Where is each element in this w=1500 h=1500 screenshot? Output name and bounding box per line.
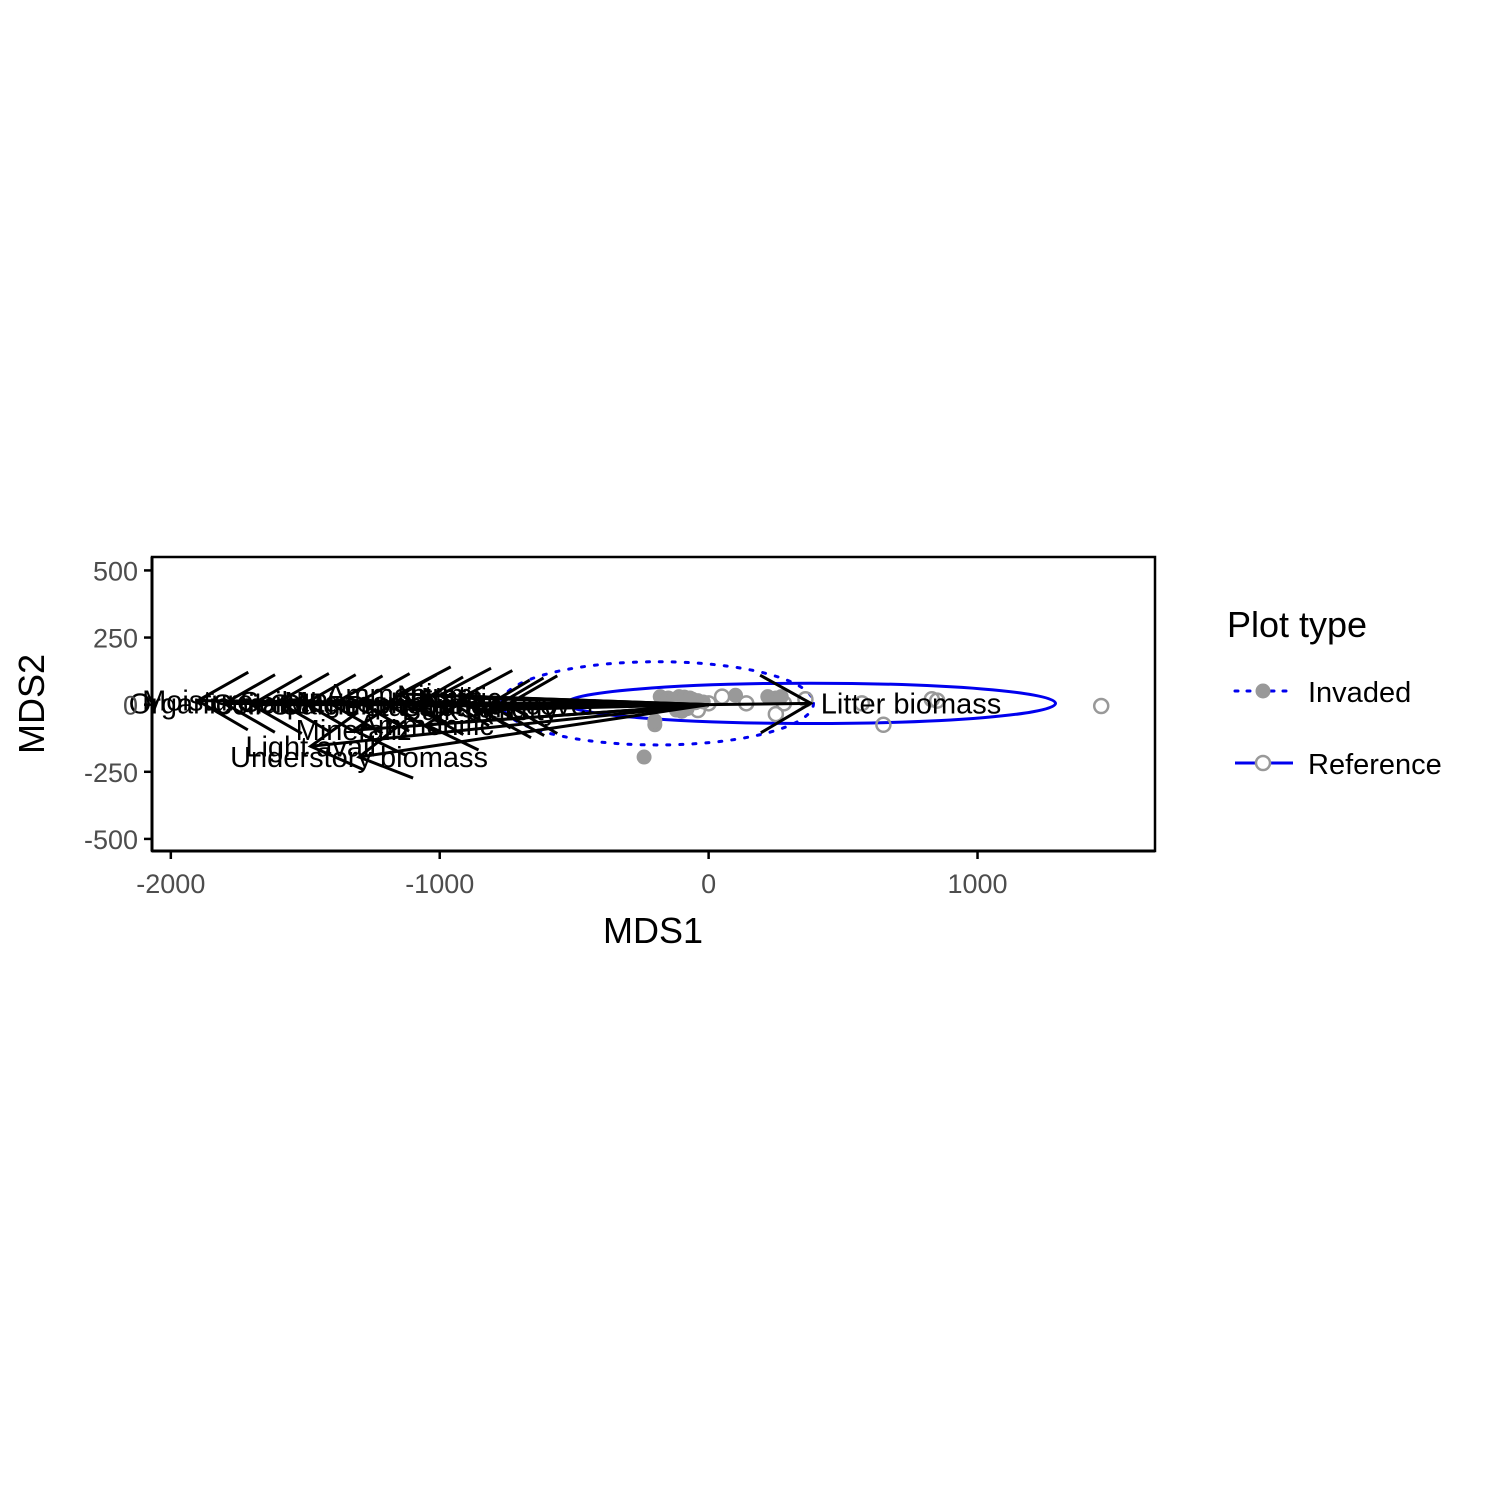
vector-arrowhead-understory-biomass [356, 719, 414, 780]
y-tick-label: 500 [93, 556, 138, 586]
vector-arrowhead-canopy-cover [503, 674, 559, 735]
point-reference [875, 716, 892, 734]
legend-label-invaded: Invaded [1308, 677, 1411, 709]
vector-arrowhead-ph [302, 673, 357, 734]
vector-label-ammonific: Ammonific [359, 710, 494, 742]
point-reference [767, 705, 785, 723]
vector-arrowhead-bulk-density [477, 678, 532, 739]
vector-arrowhead-magnesium [356, 672, 411, 733]
point-reference [713, 688, 731, 705]
vector-arrowhead-calcium [329, 674, 384, 735]
point-reference [928, 692, 946, 709]
vector-label-sand: Sand [460, 692, 528, 724]
vector-label-soil-n: Soil N [240, 687, 317, 719]
vector-label-phosphorus: Phosphorus [309, 688, 464, 720]
vector-arrowhead-potassium [409, 675, 465, 736]
legend-title: Plot type [1227, 604, 1367, 645]
legend: Plot type Invaded Reference [1227, 604, 1442, 781]
vector-label-nitrific: Nitrific [421, 683, 502, 715]
vector-arrowhead-soil-c [248, 674, 303, 735]
y-tick-label: 0 [123, 691, 138, 721]
vector-label-ph: pH [287, 688, 324, 720]
vector-arrowhead-soil-n [275, 672, 330, 733]
x-tick-label: -1000 [405, 869, 474, 899]
legend-entry-reference: Reference [1235, 749, 1442, 781]
vector-label-light-avail: Light avail [245, 731, 376, 763]
y-tick-label: -250 [84, 758, 138, 788]
point-reference [853, 695, 871, 712]
vector-label-mineraliz: Mineraliz [296, 715, 412, 747]
vector-label-bulk-density: Bulk density [402, 695, 559, 727]
vector-label-moisture: Moisture [142, 686, 253, 718]
legend-entry-invaded: Invaded [1233, 677, 1411, 709]
vector-label-soil-c: Soil C [213, 690, 290, 722]
vector-arrowhead-phosphorus [382, 673, 438, 734]
vector-arrowhead-nitrate [436, 666, 492, 728]
vector-label-calcium: Calcium [280, 690, 385, 722]
legend-key-reference-marker [1254, 754, 1272, 772]
vector-label-nitrate: Nitrate [397, 680, 482, 712]
vector-arrow-litter-biomass [708, 701, 811, 707]
point-invaded [636, 749, 652, 765]
vector-arrowhead-sand [490, 676, 545, 737]
x-tick-label: 1000 [947, 869, 1007, 899]
vector-label-canopy-cover: Canopy cover [417, 690, 596, 722]
y-tick-label: 250 [93, 624, 138, 654]
vector-arrow-ammonific [426, 703, 709, 727]
x-axis: -2000 -1000 0 1000 [136, 849, 1155, 899]
y-axis: -500 -250 0 250 500 [84, 556, 154, 855]
x-axis-title: MDS1 [603, 910, 703, 951]
vector-label-magnesium: Magnesium [284, 687, 434, 719]
legend-key-invaded-marker [1255, 683, 1271, 699]
vector-label-litter-biomass: Litter biomass [821, 688, 1002, 720]
y-tick-label: -500 [84, 825, 138, 855]
vector-label-ammonium: Ammonium [326, 679, 473, 711]
point-invaded [647, 713, 663, 729]
y-axis-title: MDS2 [11, 654, 52, 754]
vector-label-understory-biomass: Understory biomass [230, 742, 488, 774]
point-reference [686, 693, 704, 711]
x-tick-label: 0 [701, 869, 716, 899]
vector-arrowhead-litter-biomass [759, 673, 814, 735]
legend-label-reference: Reference [1308, 749, 1442, 781]
vector-label-potassium: Potassium [345, 691, 480, 723]
vector-arrowhead-moisture [194, 670, 250, 732]
vector-arrowhead-organic-matter [221, 673, 276, 734]
x-tick-label: -2000 [136, 869, 205, 899]
point-reference [1092, 697, 1110, 715]
vector-label-organic-matter: Organic matter [129, 688, 321, 720]
